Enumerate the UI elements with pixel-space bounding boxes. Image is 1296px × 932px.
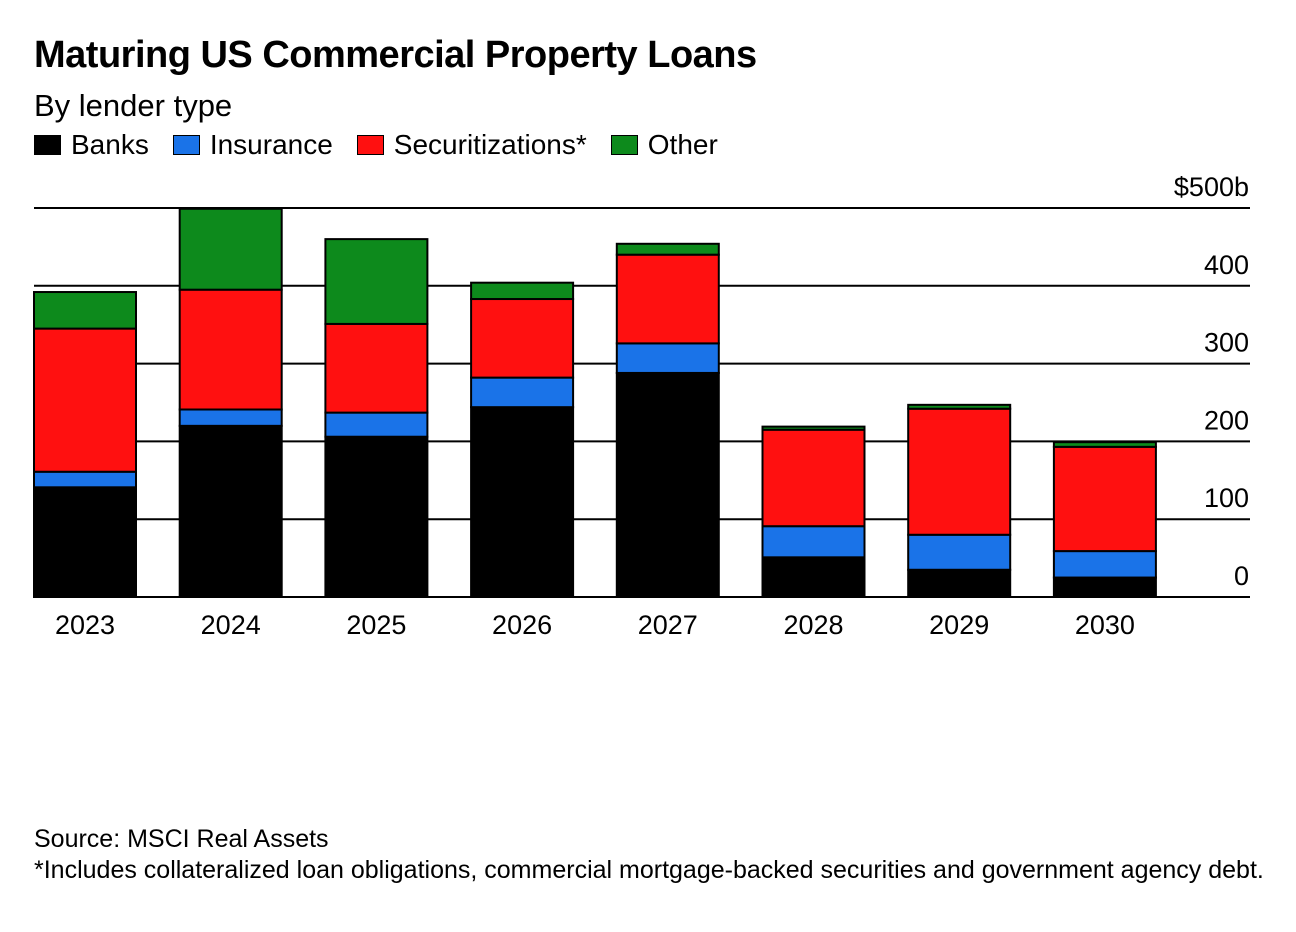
y-tick-label-400: 400	[1204, 250, 1249, 280]
bar-2025-securitizations	[324, 322, 429, 414]
x-tick-label-2024: 2024	[201, 610, 261, 640]
bar-2023-other	[33, 291, 137, 330]
legend-label-banks: Banks	[71, 129, 149, 160]
bar-2023-insurance	[33, 470, 137, 489]
legend-item-securitizations: Securitizations*	[356, 129, 587, 161]
chart-title: Maturing US Commercial Property Loans	[34, 34, 757, 76]
x-tick-label-2030: 2030	[1075, 610, 1135, 640]
x-tick-label-2027: 2027	[638, 610, 698, 640]
legend-item-insurance: Insurance	[172, 129, 333, 161]
bar-2026-insurance	[470, 376, 575, 409]
bar-2028-banks	[761, 556, 866, 599]
bar-2030-banks	[1052, 576, 1157, 598]
legend-swatch-securitizations	[356, 135, 384, 155]
legend-swatch-banks	[34, 135, 61, 155]
legend-swatch-other	[610, 135, 638, 155]
stacked-bar-chart: 2023 2024 2025 2026 2027 2028 2029 2030 0 100 200 3…	[33, 172, 1250, 640]
x-tick-label-2026: 2026	[492, 610, 552, 640]
x-tick-label-2025: 2025	[346, 610, 406, 640]
y-tick-label-200: 200	[1204, 405, 1249, 435]
bar-2028-securitizations	[761, 428, 866, 528]
source-note: Source: MSCI Real Assets	[34, 825, 329, 853]
bar-2024-securitizations	[178, 288, 283, 411]
chart-subtitle: By lender type	[34, 88, 233, 123]
bar-2026-other	[470, 281, 575, 301]
bar-2026-banks	[470, 406, 575, 598]
bar-2028-insurance	[761, 525, 866, 559]
bar-2027-banks	[615, 371, 720, 598]
bar-2024-insurance	[178, 408, 283, 427]
bar-2030-insurance	[1052, 550, 1157, 579]
x-tick-label-2023: 2023	[55, 610, 115, 640]
bar-2028-other	[761, 425, 866, 431]
bar-2025-insurance	[324, 411, 429, 438]
bar-2029-other	[907, 403, 1012, 410]
y-tick-label-300: 300	[1204, 328, 1249, 358]
footer: Source: MSCI Real Assets *Includes colla…	[34, 824, 1264, 886]
footnote: *Includes collateralized loan obligation…	[34, 856, 1264, 884]
x-tick-label-2029: 2029	[929, 610, 989, 640]
legend: Banks Insurance Securitizations* Other	[34, 129, 742, 161]
legend-item-other: Other	[610, 129, 718, 161]
bar-2023-banks	[33, 486, 137, 598]
legend-label-other: Other	[647, 129, 718, 160]
bar-2026-securitizations	[470, 298, 575, 379]
bar-2025-other	[324, 238, 429, 325]
legend-swatch-insurance	[172, 135, 200, 155]
bar-2029-insurance	[907, 533, 1012, 571]
legend-label-insurance: Insurance	[209, 129, 333, 160]
x-tick-label-2028: 2028	[783, 610, 843, 640]
bar-2023-securitizations	[33, 327, 137, 473]
bar-2029-securitizations	[907, 407, 1012, 536]
bar-2024-other	[178, 207, 283, 291]
bar-2030-securitizations	[1052, 445, 1157, 553]
bar-2027-other	[615, 242, 720, 256]
bar-2027-insurance	[615, 342, 720, 374]
bar-2024-banks	[178, 424, 283, 598]
bar-2025-banks	[324, 435, 429, 598]
bar-2030-other	[1052, 441, 1157, 448]
legend-label-securitizations: Securitizations*	[393, 129, 587, 160]
legend-item-banks: Banks	[34, 129, 149, 161]
bar-2029-banks	[907, 568, 1012, 599]
y-tick-label-500: $500b	[1174, 172, 1249, 202]
y-tick-label-0: 0	[1234, 561, 1249, 591]
bar-2027-securitizations	[615, 253, 720, 345]
y-tick-label-100: 100	[1204, 483, 1249, 513]
